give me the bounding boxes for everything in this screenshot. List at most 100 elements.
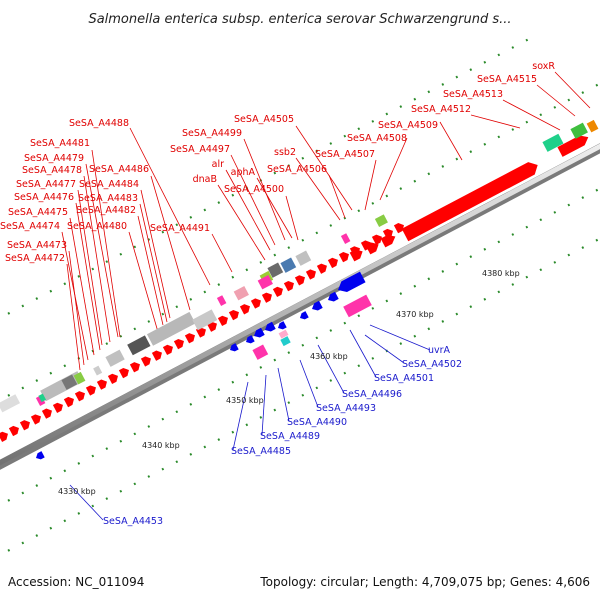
guide-dot bbox=[497, 53, 501, 57]
gene-label[interactable]: SeSA_A4476 bbox=[14, 192, 74, 203]
gene-label[interactable]: SeSA_A4507 bbox=[315, 149, 375, 160]
leader-line bbox=[439, 121, 463, 161]
gene-label[interactable]: SeSA_A4480 bbox=[67, 221, 127, 232]
reverse-gene-arrow bbox=[300, 311, 309, 320]
gene-label[interactable]: SeSA_A4478 bbox=[22, 165, 82, 176]
gene-label[interactable]: SeSA_A4508 bbox=[347, 133, 407, 144]
gene-label[interactable]: SeSA_A4477 bbox=[16, 179, 76, 190]
guide-dot bbox=[91, 504, 95, 508]
gene-label[interactable]: SeSA_A4484 bbox=[79, 179, 139, 190]
guide-dot bbox=[483, 142, 487, 146]
gene-arrow-shape bbox=[316, 263, 327, 274]
gene-label[interactable]: SeSA_A4502 bbox=[402, 359, 462, 370]
gene-label[interactable]: SeSA_A4512 bbox=[411, 104, 471, 115]
gene-label[interactable]: SeSA_A4500 bbox=[224, 184, 284, 195]
guide-dot bbox=[581, 91, 585, 95]
forward-gene-arrow bbox=[52, 402, 63, 413]
gene-label[interactable]: SeSA_A4485 bbox=[231, 446, 291, 457]
guide-dot bbox=[35, 379, 39, 382]
gene-label[interactable]: SeSA_A4486 bbox=[89, 164, 149, 175]
gene-label[interactable]: SeSA_A4513 bbox=[443, 89, 503, 100]
guide-dot bbox=[203, 290, 207, 294]
leader-line bbox=[85, 163, 119, 338]
leader-line bbox=[364, 334, 405, 364]
gene-label[interactable]: dnaB bbox=[193, 174, 217, 185]
feature-block bbox=[127, 335, 151, 356]
gene-label[interactable]: SeSA_A4482 bbox=[76, 205, 136, 216]
leader-line bbox=[470, 114, 521, 129]
feature-block bbox=[192, 309, 218, 331]
feature-block bbox=[280, 257, 297, 273]
guide-dot bbox=[287, 164, 291, 168]
feature-rect bbox=[295, 250, 312, 266]
forward-gene-arrow bbox=[250, 298, 261, 309]
gene-label[interactable]: SeSA_A4490 bbox=[287, 417, 347, 428]
feature-rect bbox=[542, 133, 564, 152]
gene-label[interactable]: ssb2 bbox=[274, 147, 296, 158]
feature-block bbox=[105, 349, 125, 367]
guide-dot bbox=[301, 156, 305, 160]
gene-arrow-shape bbox=[52, 402, 63, 413]
leader-line bbox=[91, 149, 121, 338]
gene-label[interactable]: SeSA_A4491 bbox=[150, 223, 210, 234]
feature-rect bbox=[280, 336, 291, 347]
gene-label[interactable]: SeSA_A4489 bbox=[260, 431, 320, 442]
gene-label[interactable]: SeSA_A4475 bbox=[8, 207, 68, 218]
guide-dot bbox=[399, 105, 403, 108]
gene-label[interactable]: SeSA_A4488 bbox=[69, 118, 129, 129]
feature-rect bbox=[278, 329, 289, 339]
leader-line bbox=[379, 137, 408, 201]
guide-dot bbox=[511, 46, 515, 49]
guide-dot bbox=[455, 262, 459, 266]
reverse-gene-arrow bbox=[36, 451, 45, 460]
gene-label[interactable]: SeSA_A4515 bbox=[477, 74, 537, 85]
gene-label[interactable]: SeSA_A4497 bbox=[170, 144, 230, 155]
leader-line bbox=[295, 125, 353, 211]
guide-dot bbox=[91, 267, 95, 271]
guide-dot bbox=[7, 311, 11, 315]
guide-dot bbox=[119, 439, 123, 443]
gene-label[interactable]: soxR bbox=[532, 61, 555, 72]
gene-label[interactable]: SeSA_A4499 bbox=[182, 128, 242, 139]
gene-label[interactable]: SeSA_A4479 bbox=[24, 153, 84, 164]
gene-label[interactable]: aphA bbox=[231, 167, 256, 178]
gene-label[interactable]: SeSA_A4473 bbox=[7, 240, 67, 251]
gene-label[interactable]: SeSA_A4493 bbox=[316, 403, 376, 414]
guide-dot bbox=[567, 253, 571, 257]
gene-arrow-shape bbox=[338, 271, 366, 293]
guide-dot bbox=[91, 454, 95, 458]
guide-dot bbox=[231, 380, 235, 384]
gene-label[interactable]: uvrA bbox=[428, 345, 451, 356]
gene-label[interactable]: SeSA_A4505 bbox=[234, 114, 294, 125]
forward-gene-arrow bbox=[184, 333, 195, 344]
gene-label[interactable]: SeSA_A4506 bbox=[267, 164, 327, 175]
gene-label[interactable]: SeSA_A4501 bbox=[374, 373, 434, 384]
guide-dot bbox=[105, 497, 109, 501]
guide-dot bbox=[231, 193, 235, 197]
gene-label[interactable]: alr bbox=[212, 159, 224, 170]
forward-gene-arrow bbox=[272, 286, 283, 298]
guide-dot bbox=[49, 371, 53, 375]
gene-arrow-shape bbox=[557, 135, 589, 157]
gene-label[interactable]: SeSA_A4474 bbox=[0, 221, 60, 232]
gene-label[interactable]: SeSA_A4496 bbox=[342, 389, 402, 400]
gene-label[interactable]: SeSA_A4453 bbox=[103, 516, 163, 527]
guide-dot bbox=[329, 379, 333, 382]
gene-label[interactable]: SeSA_A4481 bbox=[30, 138, 90, 149]
gene-label[interactable]: SeSA_A4509 bbox=[378, 120, 438, 131]
leader-line bbox=[317, 344, 345, 394]
gene-label[interactable]: SeSA_A4483 bbox=[78, 193, 138, 204]
guide-dot bbox=[273, 408, 277, 412]
guide-dot bbox=[63, 519, 67, 523]
gene-label[interactable]: SeSA_A4472 bbox=[5, 253, 65, 264]
guide-dot bbox=[483, 247, 487, 251]
gene-arrow-shape bbox=[107, 373, 118, 385]
leader-line bbox=[69, 484, 104, 521]
reverse-gene-labels: uvrA SeSA_A4502 SeSA_A4501 SeSA_A4496 Se… bbox=[103, 345, 462, 527]
guide-dot bbox=[189, 215, 193, 219]
feature-rect bbox=[343, 294, 372, 318]
guide-dot bbox=[273, 171, 277, 175]
forward-gene-arrow bbox=[30, 414, 41, 425]
forward-gene-arrow bbox=[107, 373, 118, 385]
guide-dot bbox=[217, 438, 221, 441]
